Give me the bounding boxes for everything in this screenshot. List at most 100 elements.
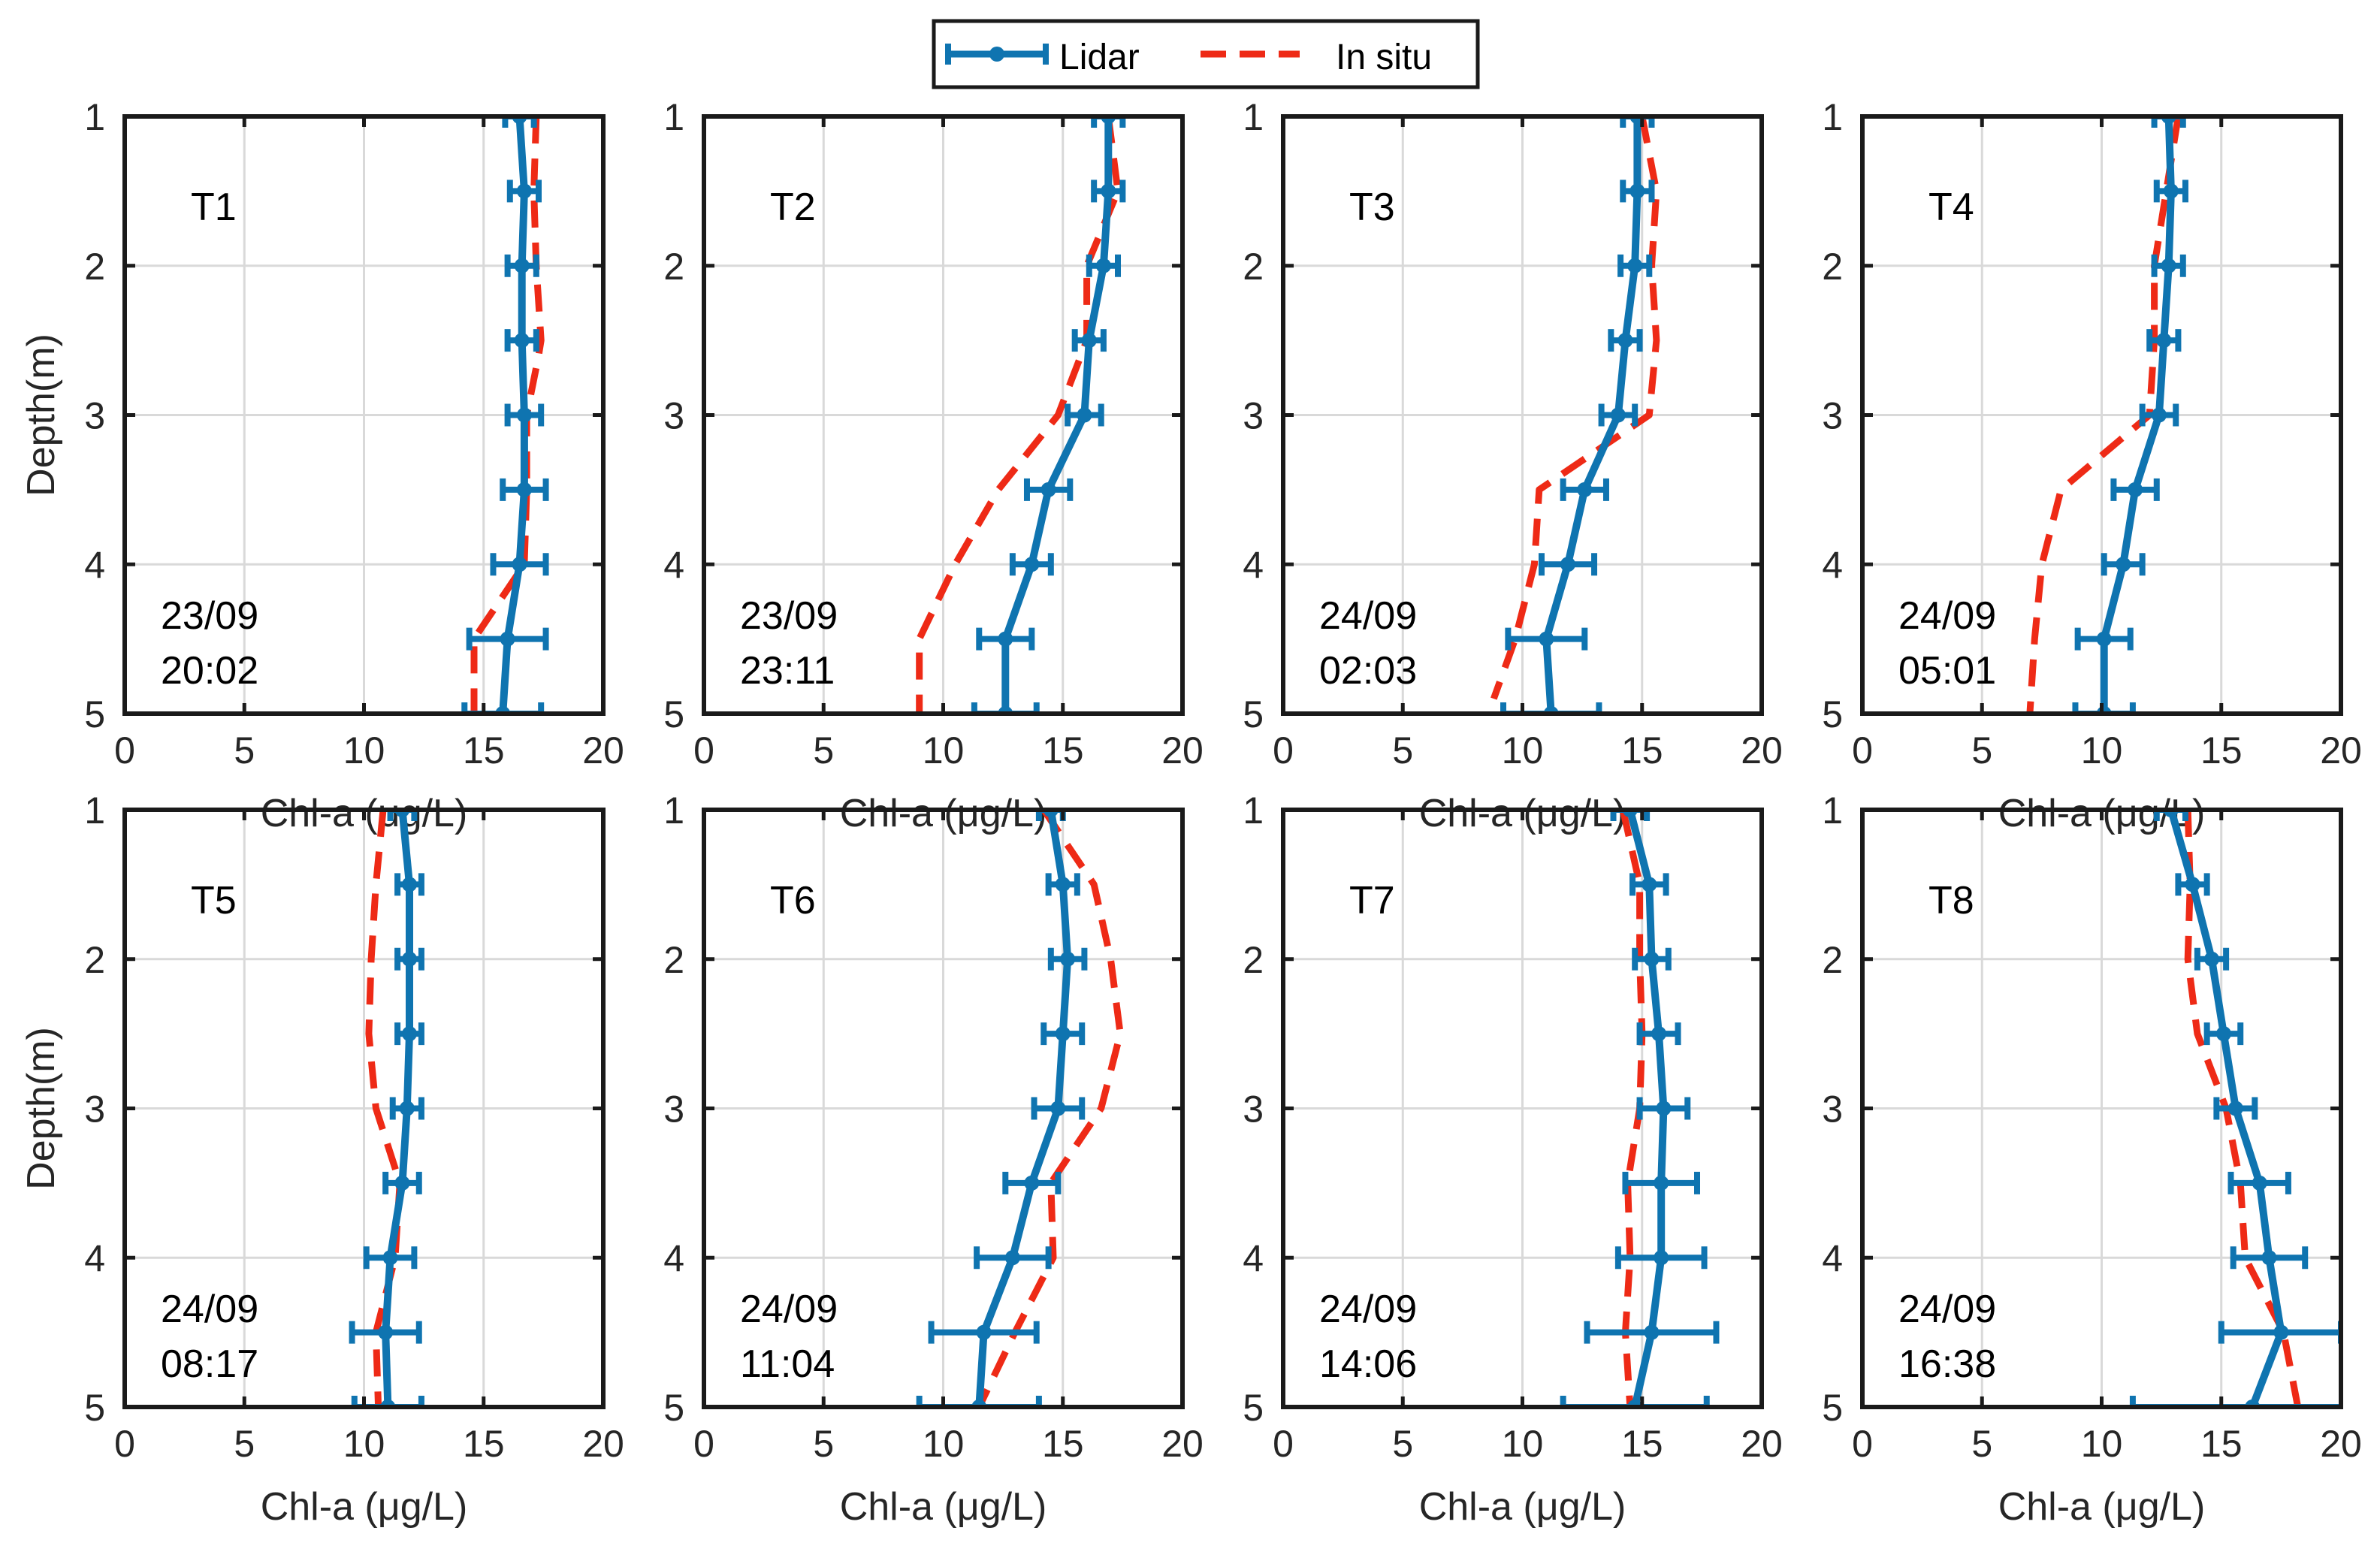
x-tick-label: 15 [463,1423,505,1465]
y-tick-label: 3 [84,395,105,437]
lidar-point [1610,407,1626,423]
panel-id-label: T7 [1349,879,1395,922]
panel-time-label: 14:06 [1319,1342,1417,1386]
lidar-point [382,1250,398,1266]
lidar-point [2252,1175,2267,1191]
panel-time-label: 05:01 [1898,649,1996,693]
legend-insitu-label: In situ [1336,38,1432,77]
lidar-point [2128,482,2143,497]
lidar-point [1617,333,1633,349]
panel-id-label: T5 [191,879,237,922]
x-tick-label: 20 [1161,729,1204,771]
lidar-point [1651,1026,1667,1042]
lidar-point [1077,407,1092,423]
x-tick-label: 5 [234,729,255,771]
lidar-point [2273,1324,2289,1340]
x-tick-label: 5 [234,1423,255,1465]
panel-data-t2 [916,116,1126,714]
lidar-point [402,877,418,892]
y-tick-label: 1 [84,790,105,832]
y-tick-label: 2 [1822,246,1843,288]
y-tick-label: 2 [1822,939,1843,981]
lidar-point [516,183,532,199]
y-tick-label: 3 [84,1088,105,1131]
x-tick-label: 5 [1392,729,1413,771]
y-tick-label: 5 [1243,693,1264,735]
lidar-point [1539,631,1554,647]
y-tick-label: 5 [84,1387,105,1429]
x-tick-label: 5 [1971,729,1992,771]
legend-lidar-marker [989,47,1004,62]
panel-date-label: 24/09 [1898,594,1996,638]
x-tick-label: 10 [2081,1423,2123,1465]
y-tick-label: 5 [1243,1387,1264,1429]
insitu-series-line [1491,116,1660,700]
lidar-point [1081,333,1097,349]
lidar-point [976,1324,992,1340]
y-tick-label: 3 [663,395,684,437]
y-tick-label: 4 [84,544,105,586]
lidar-point [516,407,532,423]
panel-data-t1 [461,116,549,714]
x-axis-label: Chl-a (μg/L) [1998,1485,2206,1529]
panel-date-label: 24/09 [161,1288,258,1331]
lidar-point [514,258,530,273]
panel-time-label: 20:02 [161,649,258,693]
x-tick-label: 20 [1161,1423,1204,1465]
y-tick-label: 1 [663,790,684,832]
lidar-point [516,482,532,497]
x-tick-label: 0 [1273,729,1294,771]
x-tick-label: 5 [1971,1423,1992,1465]
lidar-point [1055,877,1071,892]
panel-date-label: 24/09 [740,1288,838,1331]
lidar-point [402,1026,418,1042]
x-tick-label: 0 [693,1423,714,1465]
lidar-point [2151,407,2167,423]
lidar-point [2215,1026,2231,1042]
y-tick-label: 3 [1822,395,1843,437]
x-tick-label: 15 [1621,729,1663,771]
y-tick-label: 1 [1822,96,1843,138]
x-tick-label: 10 [343,1423,385,1465]
panel-data-t5 [349,810,424,1407]
lidar-point [1004,1250,1020,1266]
panel-time-label: 08:17 [161,1342,258,1386]
panel-time-label: 11:04 [740,1342,835,1386]
legend: Lidar In situ [932,19,1480,89]
x-tick-label: 15 [1042,729,1084,771]
lidar-point [1024,557,1040,572]
y-tick-label: 2 [663,246,684,288]
panel-date-label: 23/09 [161,594,258,638]
lidar-point [399,1101,415,1116]
y-tick-label: 1 [84,96,105,138]
lidar-point [1024,1175,1040,1191]
y-tick-label: 3 [1822,1088,1843,1131]
y-tick-label: 4 [663,544,684,586]
lidar-point [402,951,418,967]
lidar-point [1644,951,1660,967]
y-tick-label: 4 [1243,544,1264,586]
lidar-point [500,631,515,647]
panel-date-label: 24/09 [1319,594,1417,638]
panel-id-label: T6 [770,879,816,922]
y-tick-label: 2 [663,939,684,981]
lidar-point [1644,1324,1660,1340]
x-tick-label: 10 [923,1423,965,1465]
lidar-point [1577,482,1593,497]
lidar-point [1040,482,1056,497]
x-tick-label: 0 [693,729,714,771]
x-tick-label: 15 [463,729,505,771]
x-tick-label: 15 [1042,1423,1084,1465]
panel-time-label: 23:11 [740,649,835,693]
y-tick-label: 3 [1243,1088,1264,1131]
lidar-point [512,557,527,572]
x-tick-label: 20 [2320,729,2362,771]
lidar-point [1055,1026,1071,1042]
lidar-point [1654,1250,1669,1266]
lidar-point [2185,877,2200,892]
x-tick-label: 5 [1392,1423,1413,1465]
